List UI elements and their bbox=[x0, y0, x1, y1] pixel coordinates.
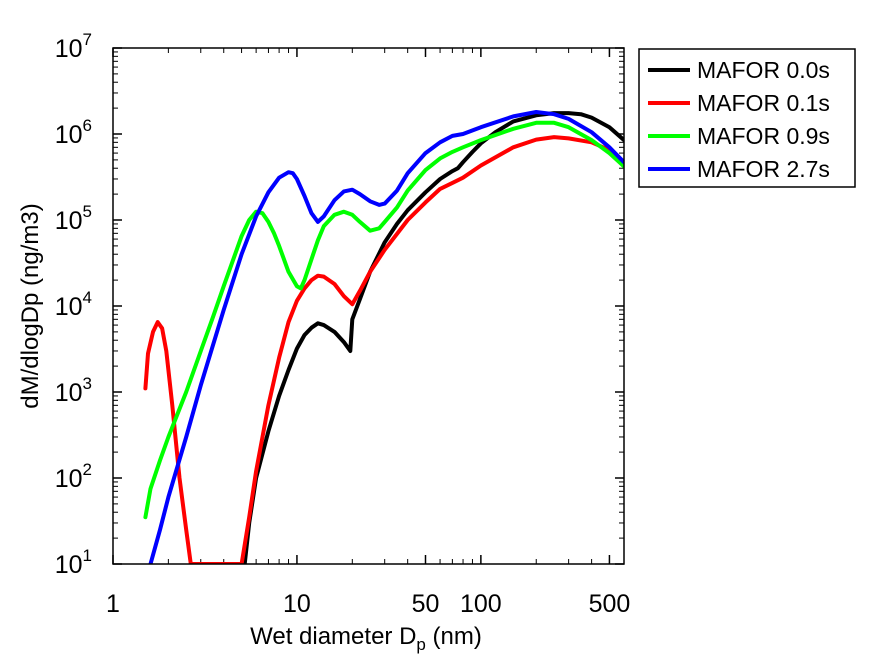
legend-label: MAFOR 0.0s bbox=[697, 57, 830, 83]
series-line bbox=[143, 120, 624, 520]
x-tick-label: 500 bbox=[589, 590, 631, 618]
series-line bbox=[148, 110, 624, 564]
y-tick-label: 106 bbox=[55, 116, 92, 149]
y-axis-title: dM/dlogDp (ng/m3) bbox=[17, 203, 44, 408]
series-line bbox=[242, 111, 624, 564]
y-tick-label: 102 bbox=[55, 460, 92, 493]
x-tick-label: 10 bbox=[283, 590, 311, 618]
legend-label: MAFOR 0.9s bbox=[697, 123, 830, 149]
plot-frame bbox=[112, 47, 625, 565]
legend-label: MAFOR 0.1s bbox=[697, 90, 830, 116]
series-layer bbox=[143, 110, 624, 564]
major-ticks bbox=[112, 47, 624, 565]
x-tick-labels: 1 10 50 100 500 bbox=[106, 590, 630, 618]
x-axis-title: Wet diameter Dp (nm) bbox=[250, 623, 482, 654]
y-tick-label: 104 bbox=[55, 288, 92, 321]
x-tick-label: 100 bbox=[460, 590, 502, 618]
y-tick-label: 101 bbox=[55, 546, 92, 579]
y-tick-label: 107 bbox=[55, 30, 92, 63]
x-tick-label: 1 bbox=[106, 590, 120, 618]
minor-ticks bbox=[113, 48, 625, 564]
legend: MAFOR 0.0s MAFOR 0.1s MAFOR 0.9s MAFOR 2.7s bbox=[638, 48, 856, 188]
y-tick-labels: 101 102 103 104 105 106 107 bbox=[55, 30, 92, 579]
legend-label: MAFOR 2.7s bbox=[697, 156, 830, 182]
x-tick-label: 50 bbox=[412, 590, 440, 618]
y-tick-label: 103 bbox=[55, 374, 92, 407]
series-line bbox=[143, 135, 624, 564]
y-tick-label: 105 bbox=[55, 202, 92, 235]
